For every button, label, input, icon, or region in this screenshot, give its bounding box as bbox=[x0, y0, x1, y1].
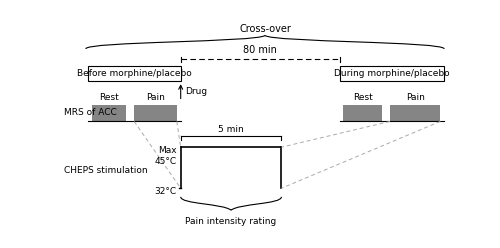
Text: MRS of ACC: MRS of ACC bbox=[64, 108, 117, 117]
Text: Cross-over: Cross-over bbox=[239, 24, 291, 33]
Text: Rest: Rest bbox=[353, 93, 372, 102]
Bar bbox=[344, 105, 382, 122]
Text: CHEPS stimulation: CHEPS stimulation bbox=[64, 166, 148, 175]
FancyBboxPatch shape bbox=[340, 66, 444, 81]
Text: Before morphine/placebo: Before morphine/placebo bbox=[77, 69, 192, 78]
Text: During morphine/placebo: During morphine/placebo bbox=[334, 69, 450, 78]
Text: Pain: Pain bbox=[146, 93, 165, 102]
Bar bbox=[92, 105, 126, 122]
Text: 5 min: 5 min bbox=[218, 125, 244, 134]
Text: Max
45°C: Max 45°C bbox=[154, 146, 177, 166]
Text: 80 min: 80 min bbox=[243, 45, 277, 55]
Text: 32°C: 32°C bbox=[154, 187, 177, 196]
Bar bbox=[390, 105, 440, 122]
Text: Drug: Drug bbox=[186, 87, 208, 96]
Bar bbox=[134, 105, 177, 122]
Text: Pain: Pain bbox=[406, 93, 424, 102]
Text: Pain intensity rating: Pain intensity rating bbox=[186, 217, 276, 226]
FancyBboxPatch shape bbox=[88, 66, 180, 81]
Text: Rest: Rest bbox=[99, 93, 119, 102]
